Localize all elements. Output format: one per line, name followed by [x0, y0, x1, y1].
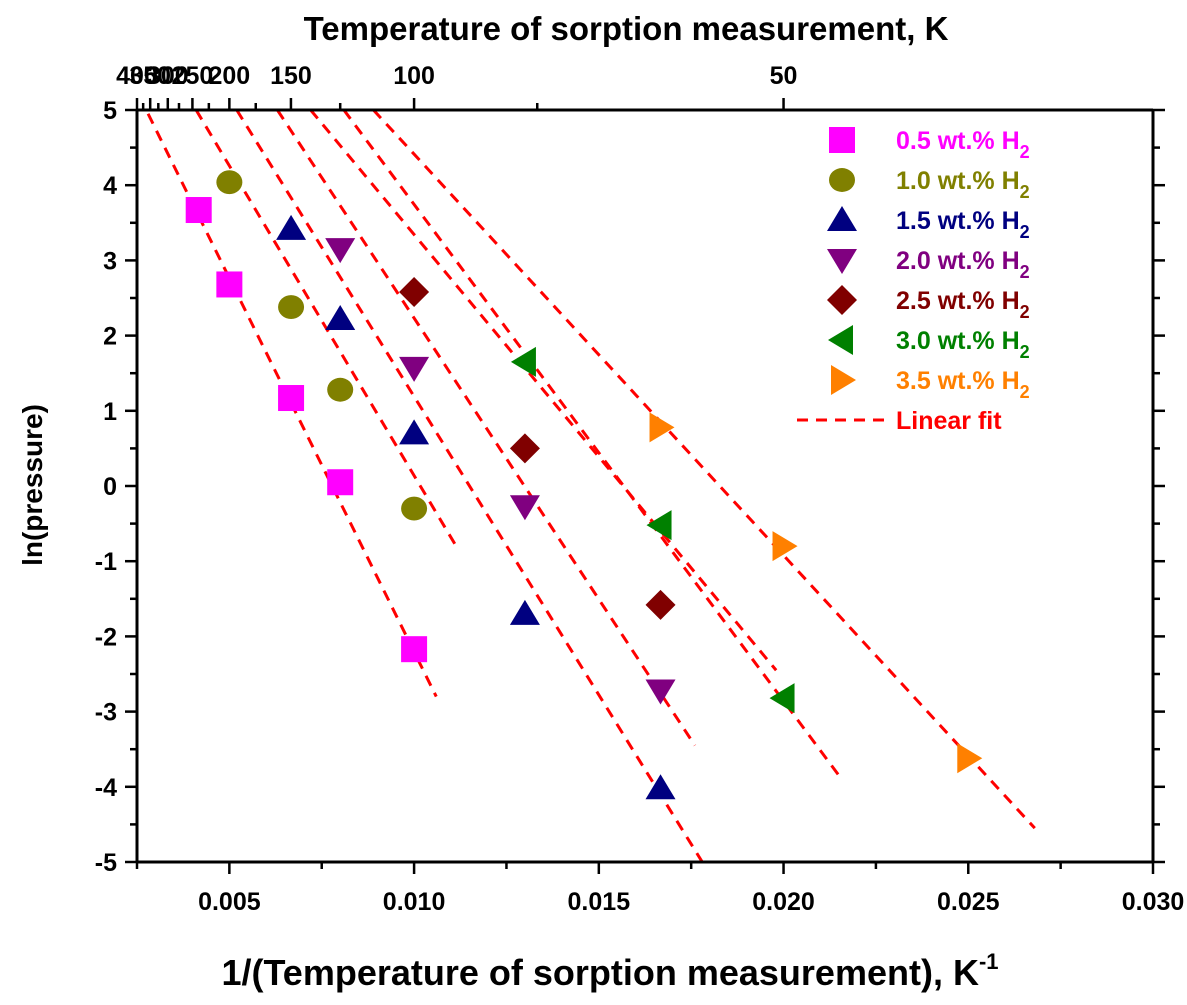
data-point-series-3-1: [276, 214, 307, 240]
legend-label-text: 2.0 wt.% H: [896, 247, 1020, 275]
y-tick-label: 4: [103, 172, 117, 200]
data-point-series-5-3: [645, 589, 676, 620]
legend-marker-3: [827, 206, 857, 231]
data-point-series-6-1: [510, 346, 536, 377]
data-point-series-6-3: [769, 683, 795, 714]
data-point-series-2-4: [401, 496, 428, 521]
top-tick-label: 250: [172, 62, 214, 90]
top-tick-label: 300: [147, 62, 189, 90]
legend-marker-5: [827, 285, 857, 315]
data-point-series-5-1: [399, 276, 430, 307]
y-tick-label: -1: [95, 548, 117, 576]
legend-marker-2: [829, 168, 855, 192]
legend-label-5: 2.5 wt.% H2: [896, 287, 1030, 322]
data-point-series-7-2: [772, 531, 798, 562]
legend-marker-1: [829, 127, 855, 153]
y-tick-label: 3: [103, 247, 117, 275]
y-tick-label: -3: [95, 699, 117, 727]
data-point-series-3-4: [509, 599, 540, 625]
top-tick-label: 350: [129, 62, 171, 90]
data-point-series-4-2: [399, 356, 430, 382]
top-tick-label: 50: [770, 62, 798, 90]
top-tick-label: 100: [393, 62, 435, 90]
legend-label-text: 1.0 wt.% H: [896, 167, 1020, 195]
data-point-series-7-1: [649, 412, 675, 443]
y-tick-label: -2: [95, 623, 117, 651]
data-point-series-2-1: [216, 170, 243, 195]
legend: 0.5 wt.% H21.0 wt.% H21.5 wt.% H22.0 wt.…: [797, 127, 1030, 435]
legend-label-1: 0.5 wt.% H2: [896, 127, 1030, 162]
legend-label-text: 3.5 wt.% H: [896, 367, 1020, 395]
fit-line-6: [342, 110, 841, 777]
data-point-series-4-1: [325, 238, 356, 264]
legend-label-subscript: 2: [1020, 382, 1030, 402]
x-tick-label: 0.020: [752, 888, 815, 916]
x-axis-title-main: 1/(Temperature of sorption measurement),…: [221, 952, 978, 993]
legend-label-6: 3.0 wt.% H2: [896, 327, 1030, 362]
data-point-series-3-5: [645, 774, 676, 800]
data-point-series-1-2: [216, 271, 243, 298]
legend-label-text: 0.5 wt.% H: [896, 127, 1020, 155]
top-tick-label: 200: [209, 62, 251, 90]
data-point-series-1-4: [327, 469, 354, 496]
data-point-series-3-2: [325, 305, 356, 331]
legend-marker-7: [831, 365, 856, 395]
data-points: [185, 170, 983, 800]
data-point-series-1-3: [278, 385, 305, 412]
data-point-series-1-1: [185, 197, 212, 224]
plot-layer: 0.005 0.010 0.015 0.020 0.025 0.030 5 4 3 2 1 0 -1 -2…: [95, 62, 1185, 916]
y-tick-label: 1: [103, 398, 117, 426]
y-tick-label: -5: [95, 849, 117, 877]
top-tick-label: 400: [116, 62, 158, 90]
data-point-series-5-2: [509, 433, 540, 464]
legend-label-subscript: 2: [1020, 222, 1030, 242]
top-tick-label: 150: [270, 62, 312, 90]
legend-marker-6: [828, 325, 853, 355]
legend-label-text: 1.5 wt.% H: [896, 207, 1020, 235]
legend-label-7: 3.5 wt.% H2: [896, 367, 1030, 402]
data-point-series-2-2: [278, 295, 305, 319]
legend-label-2: 1.0 wt.% H2: [896, 167, 1030, 202]
legend-label-subscript: 2: [1020, 142, 1030, 162]
y-tick-label: 0: [103, 473, 117, 501]
legend-marker-4: [827, 249, 857, 274]
legend-label-text: 2.5 wt.% H: [896, 287, 1020, 315]
x-tick-label: 0.005: [198, 888, 261, 916]
data-point-series-7-3: [957, 743, 983, 774]
legend-label-4: 2.0 wt.% H2: [896, 247, 1030, 282]
legend-label-subscript: 2: [1020, 182, 1030, 202]
data-point-series-4-4: [645, 679, 676, 705]
y-axis-title: ln(pressure): [17, 404, 48, 566]
data-point-series-1-5: [401, 636, 428, 663]
x-tick-label: 0.015: [568, 888, 631, 916]
fit-line-3: [235, 110, 704, 862]
legend-fit-label: Linear fit: [896, 407, 1002, 435]
legend-label-subscript: 2: [1020, 262, 1030, 282]
x-axis-title-superscript: -1: [979, 949, 999, 974]
data-point-series-3-3: [399, 419, 430, 445]
top-axis-title: Temperature of sorption measurement, K: [304, 10, 949, 47]
x-tick-label: 0.010: [383, 888, 446, 916]
fit-line-4: [276, 110, 697, 747]
y-tick-label: -4: [95, 774, 117, 802]
data-point-series-2-3: [327, 377, 354, 402]
data-point-series-4-3: [509, 495, 540, 521]
legend-label-3: 1.5 wt.% H2: [896, 207, 1030, 242]
fit-line-5: [309, 110, 778, 672]
data-point-series-6-2: [646, 510, 672, 541]
x-axis-title: 1/(Temperature of sorption measurement),…: [221, 949, 998, 993]
x-tick-label: 0.025: [937, 888, 1000, 916]
legend-label-subscript: 2: [1020, 342, 1030, 362]
legend-label-subscript: 2: [1020, 302, 1030, 322]
fit-line-7: [372, 110, 1036, 830]
y-tick-label: 5: [103, 97, 117, 125]
legend-label-text: 3.0 wt.% H: [896, 327, 1020, 355]
x-tick-label: 0.030: [1122, 888, 1185, 916]
y-tick-label: 2: [103, 323, 117, 351]
